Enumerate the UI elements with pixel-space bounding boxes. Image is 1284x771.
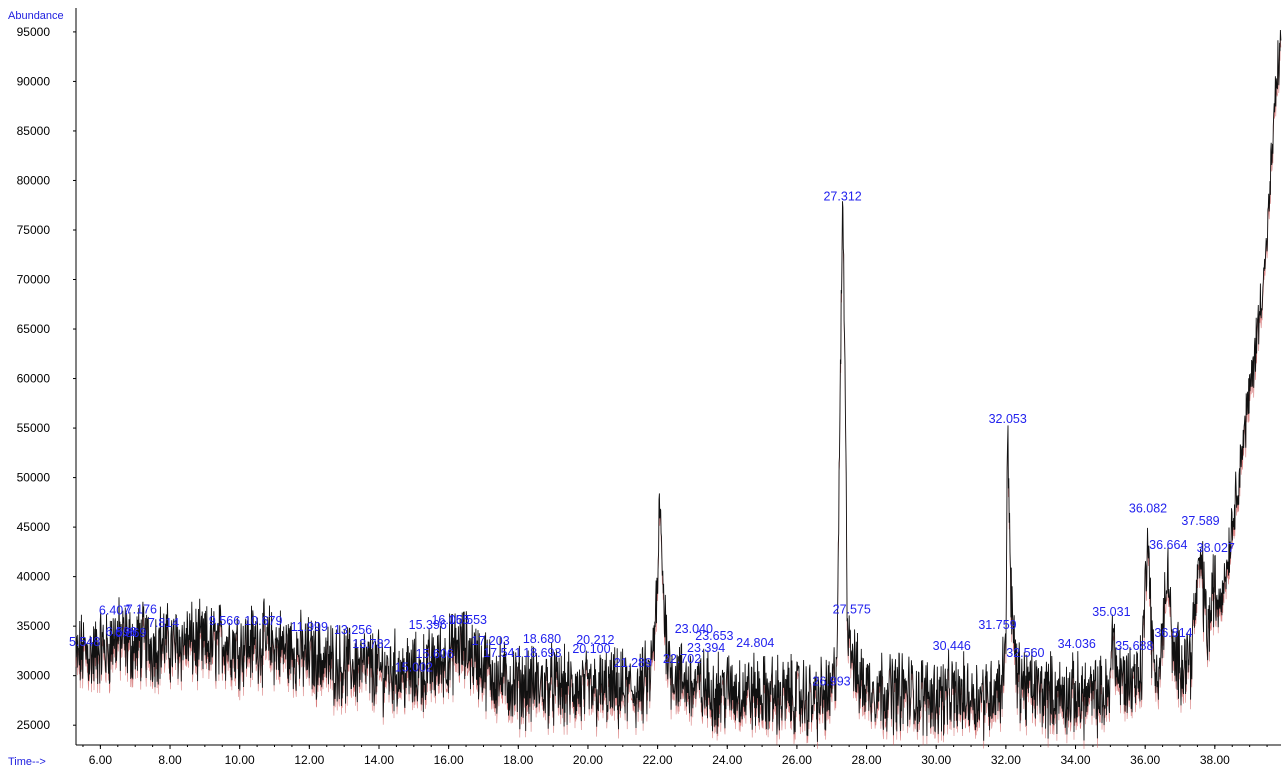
peak-label: 32.560 bbox=[1006, 646, 1044, 660]
peak-label: 13.256 bbox=[334, 623, 372, 637]
y-tick-label: 75000 bbox=[17, 223, 51, 237]
peak-label: 36.814 bbox=[1154, 626, 1192, 640]
x-tick-label: 22.00 bbox=[643, 753, 673, 767]
peak-label: 26.993 bbox=[812, 675, 850, 689]
peak-label: 11.999 bbox=[291, 620, 328, 634]
x-tick-label: 24.00 bbox=[712, 753, 742, 767]
peak-label: 13.782 bbox=[352, 637, 390, 651]
peak-label: 32.053 bbox=[989, 412, 1027, 426]
y-tick-label: 80000 bbox=[17, 173, 51, 187]
x-tick-label: 14.00 bbox=[364, 753, 394, 767]
peak-label: 27.575 bbox=[833, 602, 871, 616]
peak-label: 6.598 bbox=[106, 625, 137, 639]
y-tick-label: 25000 bbox=[17, 718, 51, 732]
peak-label: 31.759 bbox=[978, 618, 1016, 632]
x-tick-label: 10.00 bbox=[225, 753, 255, 767]
x-tick-label: 16.00 bbox=[434, 753, 464, 767]
x-tick-label: 34.00 bbox=[1061, 753, 1091, 767]
peak-label: 7.176 bbox=[126, 602, 157, 616]
peak-label: 24.804 bbox=[736, 636, 774, 650]
peak-label: 17.541 bbox=[483, 646, 521, 660]
peak-label: 18.680 bbox=[523, 632, 561, 646]
y-tick-label: 90000 bbox=[17, 74, 51, 88]
y-axis-title: Abundance bbox=[8, 10, 64, 22]
y-tick-label: 35000 bbox=[17, 619, 51, 633]
x-tick-label: 18.00 bbox=[503, 753, 533, 767]
y-axis: 25000 30000 35000 40000 45000 50000 55000 60000… bbox=[17, 8, 77, 745]
peak-label: 6.407 bbox=[99, 603, 130, 617]
y-tick-label: 45000 bbox=[17, 520, 51, 534]
y-tick-label: 50000 bbox=[17, 471, 51, 485]
x-tick-label: 6.00 bbox=[89, 753, 113, 767]
peak-label: 6.869 bbox=[115, 626, 146, 640]
peak-label: 34.036 bbox=[1058, 637, 1096, 651]
peak-label: 5.548 bbox=[69, 635, 100, 649]
y-tick-label: 85000 bbox=[17, 124, 51, 138]
peak-label: 36.664 bbox=[1149, 538, 1187, 552]
y-tick-label: 60000 bbox=[17, 372, 51, 386]
peak-label: 15.002 bbox=[395, 661, 433, 675]
peak-label: 7.814 bbox=[148, 616, 179, 630]
peak-label: 21.289 bbox=[614, 656, 652, 670]
peak-label: 17.203 bbox=[471, 634, 509, 648]
peak-label: 37.589 bbox=[1181, 514, 1219, 528]
y-tick-label: 55000 bbox=[17, 421, 51, 435]
peak-label: 23.394 bbox=[687, 641, 725, 655]
x-tick-label: 38.00 bbox=[1200, 753, 1230, 767]
x-tick-label: 20.00 bbox=[573, 753, 603, 767]
peak-label: 10.679 bbox=[244, 614, 282, 628]
x-tick-label: 32.00 bbox=[991, 753, 1021, 767]
peak-label: 23.040 bbox=[675, 622, 713, 636]
peak-label: 35.031 bbox=[1092, 605, 1130, 619]
y-tick-label: 65000 bbox=[17, 322, 51, 336]
peak-label: 18.693 bbox=[523, 646, 561, 660]
x-tick-label: 36.00 bbox=[1130, 753, 1160, 767]
peak-label: 36.082 bbox=[1129, 501, 1167, 515]
signal-trace bbox=[75, 29, 1282, 742]
x-tick-label: 30.00 bbox=[921, 753, 951, 767]
peak-label: 15.396 bbox=[409, 618, 447, 632]
peak-label: 9.566 bbox=[209, 614, 240, 628]
x-axis: 6.00 8.00 10.00 12.00 14.00 16.00 18.00 20.00 22… bbox=[76, 744, 1281, 767]
signal-line bbox=[75, 29, 1282, 742]
peak-label: 16.055 bbox=[431, 613, 469, 627]
x-tick-label: 28.00 bbox=[852, 753, 882, 767]
y-tick-label: 30000 bbox=[17, 669, 51, 683]
y-tick-label: 40000 bbox=[17, 570, 51, 584]
x-tick-label: 12.00 bbox=[294, 753, 324, 767]
peak-label: 22.702 bbox=[663, 652, 701, 666]
peak-label: 20.212 bbox=[576, 633, 614, 647]
peak-label: 15.606 bbox=[416, 647, 454, 661]
y-tick-label: 70000 bbox=[17, 273, 51, 287]
peak-label: 30.446 bbox=[933, 639, 971, 653]
peak-label: 23.653 bbox=[695, 629, 733, 643]
x-tick-label: 26.00 bbox=[782, 753, 812, 767]
y-tick-label: 95000 bbox=[17, 25, 51, 39]
peak-label: 35.688 bbox=[1115, 639, 1153, 653]
peak-label: 16.553 bbox=[449, 613, 487, 627]
peak-label: 27.312 bbox=[823, 189, 861, 203]
x-tick-label: 8.00 bbox=[158, 753, 182, 767]
x-axis-title: Time--> bbox=[8, 756, 46, 768]
peak-label: 20.100 bbox=[572, 642, 610, 656]
peak-label: 38.027 bbox=[1197, 541, 1235, 555]
